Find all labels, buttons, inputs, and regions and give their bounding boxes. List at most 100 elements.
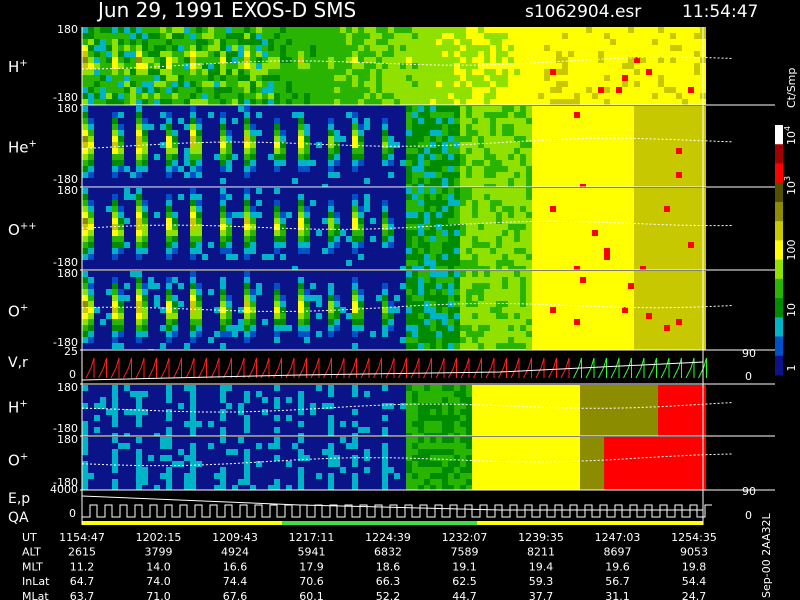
spectrogram-cell — [280, 343, 286, 349]
spectrogram-cell — [214, 319, 220, 325]
spectrogram-cell — [328, 266, 334, 270]
spectrogram-cell — [682, 99, 688, 105]
spectrogram-cell — [406, 242, 412, 248]
spectrogram-cell — [286, 200, 292, 206]
spectrogram-cell — [448, 194, 454, 200]
spectrogram-cell — [406, 51, 412, 57]
spectrogram-cell — [358, 224, 364, 230]
spectrogram-cell — [448, 184, 454, 187]
spectrogram-cell — [556, 118, 562, 124]
spectrogram-cell — [604, 75, 610, 81]
spectrogram-cell — [496, 242, 502, 248]
spectrogram-cell — [376, 33, 382, 39]
spectrogram-cell — [238, 337, 244, 343]
spectrogram-cell — [298, 206, 304, 212]
spectrogram-cell — [388, 27, 394, 33]
spectrogram-cell — [316, 212, 322, 218]
spectrogram-cell — [364, 248, 370, 254]
spectrogram-cell — [478, 160, 484, 166]
spectrogram-cell — [610, 260, 616, 266]
spectrogram-cell — [178, 289, 184, 295]
spectrogram-cell — [304, 301, 310, 307]
spectrogram-cell — [190, 319, 196, 325]
spectrogram-cell — [148, 130, 154, 136]
spectrogram-cell — [310, 218, 316, 224]
spectrogram-cell — [514, 188, 520, 194]
spectrogram-cell — [268, 260, 274, 266]
spectrogram-cell — [466, 75, 472, 81]
spectrogram-cell — [238, 271, 244, 277]
spectrogram-cell — [124, 218, 130, 224]
spectrogram-cell — [268, 283, 274, 289]
spectrogram-cell — [190, 325, 196, 331]
spectrogram-cell — [184, 343, 190, 349]
spectrogram-cell — [418, 154, 424, 160]
spectrogram-cell — [310, 301, 316, 307]
spectrogram-cell — [562, 106, 568, 112]
spectrogram-cell — [280, 260, 286, 266]
spectrogram-cell — [244, 283, 250, 289]
spectrogram-cell — [682, 39, 688, 45]
spectrogram-cell — [88, 178, 94, 184]
spectrogram-cell — [250, 39, 256, 45]
spectrogram-cell — [130, 230, 136, 236]
spectrogram-cell — [454, 200, 460, 206]
spectrogram-cell — [256, 45, 262, 51]
spectrogram-cell — [130, 260, 136, 266]
spectrogram-cell — [574, 148, 580, 154]
spectrogram-cell — [214, 313, 220, 319]
spectrogram-cell — [136, 75, 142, 81]
plot-title: Jun 29, 1991 EXOS-D SMS — [96, 0, 356, 22]
spectrogram-cell — [574, 51, 580, 57]
spectrogram-cell — [484, 154, 490, 160]
spectrogram-cell — [466, 33, 472, 39]
spectrogram-cell — [262, 248, 268, 254]
spectrogram-cell — [592, 106, 598, 112]
spectrogram-cell — [580, 106, 586, 112]
spectrogram-cell — [694, 230, 700, 236]
spectrogram-cell — [268, 236, 274, 242]
spectrogram-cell — [298, 148, 304, 154]
spectrogram-cell — [604, 130, 610, 136]
spectrogram-cell — [88, 160, 94, 166]
spectrogram-cell — [310, 130, 316, 136]
spectrogram-cell — [694, 112, 700, 118]
spectrogram-cell — [130, 106, 136, 112]
spectrogram-cell — [688, 27, 694, 33]
spectrogram-cell — [166, 266, 172, 270]
spectrogram-cell — [310, 160, 316, 166]
spectrogram-cell — [328, 87, 334, 93]
spectrogram-cell — [106, 301, 112, 307]
spectrogram-cell — [526, 266, 532, 270]
spectrogram-cell — [628, 212, 634, 218]
spectrogram-cell — [316, 184, 322, 187]
spectrogram-cell — [574, 200, 580, 206]
spectrogram-cell — [154, 331, 160, 337]
spectrogram-cell — [256, 130, 262, 136]
spectrogram-cell — [592, 184, 598, 187]
spectrogram-cell — [484, 148, 490, 154]
spectrogram-cell — [328, 260, 334, 266]
spectrogram-cell — [232, 313, 238, 319]
spectrogram-cell — [232, 194, 238, 200]
spectrogram-cell — [202, 277, 208, 283]
spectrogram-cell — [400, 242, 406, 248]
spectrogram-cell — [292, 166, 298, 172]
spectrogram-cell — [502, 172, 508, 178]
spectrogram-cell — [406, 106, 412, 112]
spectrogram-cell — [430, 148, 436, 154]
spectrogram-cell — [358, 81, 364, 87]
spectrogram-cell — [544, 81, 550, 87]
spectrogram-cell — [238, 154, 244, 160]
spectrogram-cell — [448, 212, 454, 218]
spectrogram-cell — [112, 118, 118, 124]
spectrogram-cell — [388, 93, 394, 99]
spectrogram-cell — [292, 136, 298, 142]
spectrogram-cell — [502, 39, 508, 45]
spectrogram-cell — [688, 39, 694, 45]
spectrogram-cell — [682, 184, 688, 187]
spectrogram-cell — [448, 260, 454, 266]
spectrogram-cell — [634, 206, 640, 212]
spectrogram-cell — [646, 81, 652, 87]
spectrogram-cell — [310, 283, 316, 289]
